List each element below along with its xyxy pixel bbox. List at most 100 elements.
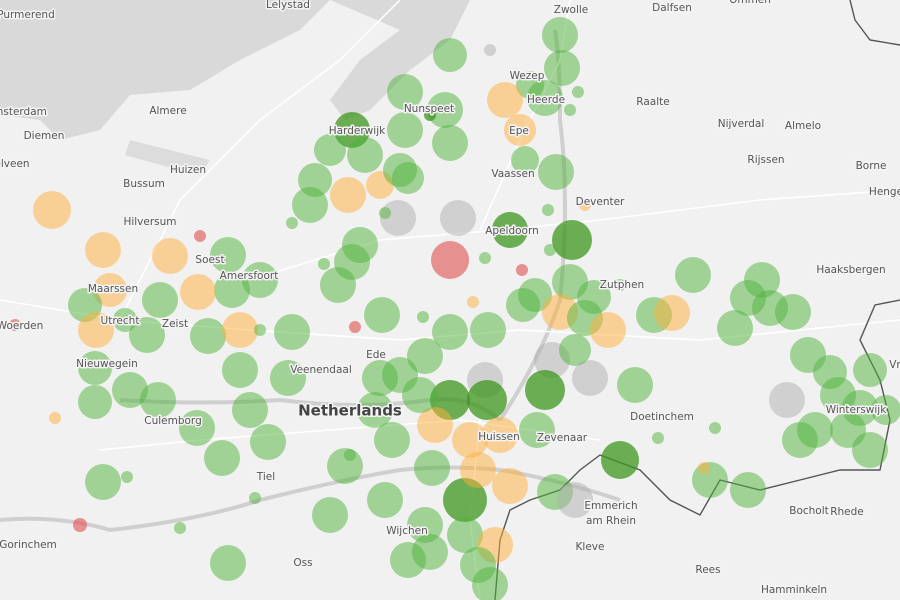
bubble — [73, 518, 87, 532]
bubble — [443, 478, 487, 522]
place-label: am Rhein — [586, 515, 636, 527]
bubble — [552, 220, 592, 260]
place-label: Nunspeet — [404, 103, 454, 115]
bubble — [590, 312, 626, 348]
bubble — [492, 468, 528, 504]
bubble — [516, 264, 528, 276]
place-label: Gorinchem — [0, 539, 57, 551]
bubble — [479, 252, 491, 264]
bubble — [250, 424, 286, 460]
border — [849, 0, 900, 46]
bubble — [544, 50, 580, 86]
place-label: Almere — [149, 105, 186, 117]
place-label: Henge — [869, 186, 900, 198]
bubble — [431, 241, 469, 279]
place-label: msterdam — [0, 106, 47, 118]
place-label: Zeist — [162, 318, 188, 330]
bubble — [362, 360, 398, 396]
place-label: Amersfoort — [220, 270, 279, 282]
place-label: Rhede — [830, 506, 864, 518]
place-label: Harderwijk — [329, 125, 386, 137]
bubble — [270, 360, 306, 396]
bubble — [579, 199, 591, 211]
bubble — [121, 471, 133, 483]
bubble — [392, 162, 424, 194]
bubble — [179, 410, 215, 446]
bubble — [222, 352, 258, 388]
bubble — [698, 462, 710, 474]
bubble — [617, 367, 653, 403]
bubble — [33, 191, 71, 229]
bubble — [484, 44, 496, 56]
bubble — [519, 412, 555, 448]
bubble — [330, 177, 366, 213]
bubble — [85, 232, 121, 268]
bubble — [344, 449, 356, 461]
place-label: Rijssen — [747, 154, 784, 166]
bubble — [525, 370, 565, 410]
bubble — [452, 422, 488, 458]
place-label: Bocholt — [789, 505, 829, 517]
place-label: Almelo — [785, 120, 821, 132]
bubble — [249, 492, 261, 504]
bubble — [374, 422, 410, 458]
place-label: Hilversum — [123, 216, 176, 228]
bubble — [407, 338, 443, 374]
bubble — [142, 282, 178, 318]
bubble — [129, 317, 165, 353]
place-label: Heerde — [527, 94, 565, 106]
place-label: Dalfsen — [652, 2, 692, 14]
bubble — [601, 441, 639, 479]
place-label: Wijchen — [386, 525, 428, 537]
bubble — [652, 432, 664, 444]
bubble — [572, 86, 584, 98]
place-label: Lelystad — [266, 0, 310, 11]
bubble — [527, 80, 563, 116]
bubble — [140, 382, 176, 418]
bubble — [78, 351, 112, 385]
bubble — [460, 452, 496, 488]
bubble — [709, 422, 721, 434]
place-label: Borne — [856, 160, 887, 172]
bubble — [467, 296, 479, 308]
bubble — [511, 146, 539, 174]
bubble — [769, 382, 805, 418]
bubble — [214, 272, 250, 308]
bubble — [254, 324, 266, 336]
bubble — [564, 104, 576, 116]
bubble — [379, 207, 391, 219]
bubble — [357, 392, 393, 428]
bubble — [432, 314, 468, 350]
bubble — [210, 545, 246, 581]
bubble — [775, 294, 811, 330]
bubble — [286, 217, 298, 229]
water — [125, 140, 210, 175]
bubble — [222, 312, 258, 348]
bubble — [447, 517, 483, 553]
place-label: elveen — [0, 158, 30, 170]
bubble — [152, 238, 188, 274]
bubble — [440, 200, 476, 236]
place-label: Soest — [195, 254, 224, 266]
bubble — [797, 412, 833, 448]
bubble — [871, 395, 900, 425]
bubble — [113, 308, 137, 332]
place-label: Zwolle — [554, 4, 589, 16]
bubble — [190, 318, 226, 354]
bubble — [242, 262, 278, 298]
bubble — [180, 274, 216, 310]
bubble — [692, 462, 728, 498]
place-label: Emmerich — [584, 500, 637, 512]
bubble — [387, 112, 423, 148]
place-label: Rees — [695, 564, 720, 576]
place-label: Nijverdal — [718, 118, 765, 130]
place-label: Veenendaal — [290, 364, 352, 376]
place-label: Deventer — [576, 196, 625, 208]
place-label: Wezep — [510, 70, 545, 82]
water — [330, 0, 470, 120]
place-label: Culemborg — [144, 415, 201, 427]
bubble — [557, 482, 593, 518]
bubble — [314, 134, 346, 166]
bubble — [417, 311, 429, 323]
